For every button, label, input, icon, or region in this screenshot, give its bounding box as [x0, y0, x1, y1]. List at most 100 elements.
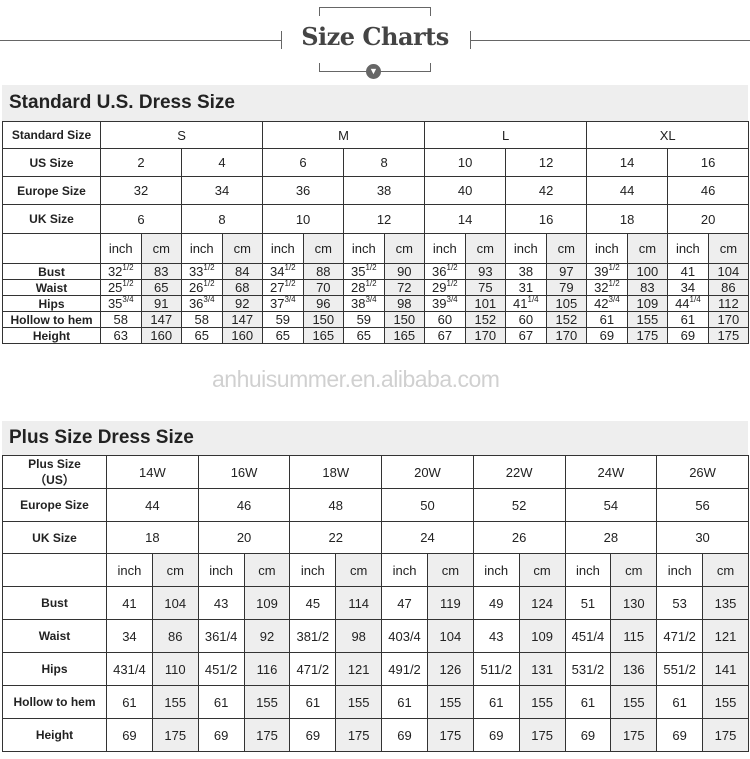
cm-value: 124: [518, 586, 566, 620]
size-value: 22: [289, 521, 383, 554]
cm-value: 110: [151, 652, 199, 686]
inch-value: 61: [564, 685, 612, 719]
size-value: 22W: [472, 455, 566, 489]
size-value: 50: [381, 488, 474, 522]
size-value: 18: [586, 204, 669, 234]
standard-size-heading: Standard U.S. Dress Size: [2, 85, 748, 121]
cm-value: 112: [707, 295, 750, 312]
inch-value: 60: [505, 311, 547, 328]
cm-value: 131: [518, 652, 566, 686]
size-value: L: [424, 121, 588, 149]
measurement-label: Waist: [2, 619, 107, 653]
cm-value: 136: [610, 652, 658, 686]
cm-value: 135: [702, 586, 749, 620]
inch-value: 43: [472, 619, 520, 653]
size-value: 24: [381, 521, 474, 554]
size-value: 6: [262, 148, 345, 177]
cm-value: 105: [545, 295, 588, 312]
inch-value: 67: [424, 327, 466, 344]
inch-value: 65: [262, 327, 304, 344]
row-label: US Size: [2, 148, 101, 177]
unit-label: inch: [667, 233, 709, 264]
measurement-row: Bust 321/2 83 331/2 84 341/2 88 351/2 90 361/2 93 3…: [2, 263, 750, 280]
size-value: 28: [564, 521, 658, 554]
inch-value: 61: [289, 685, 337, 719]
cm-value: 104: [151, 586, 199, 620]
size-value: 48: [289, 488, 383, 522]
row-label: Standard Size: [2, 121, 101, 149]
inch-value: 353/4: [100, 295, 142, 312]
cm-value: 121: [335, 652, 383, 686]
unit-label: cm: [626, 233, 669, 264]
inch-value: 373/4: [262, 295, 304, 312]
row-label: UK Size: [2, 521, 107, 554]
inch-value: 321/2: [586, 279, 628, 296]
size-value: XL: [586, 121, 750, 149]
watermark: anhuisummer.en.alibaba.com: [212, 366, 500, 392]
cm-value: 155: [243, 685, 291, 719]
size-value: 14: [586, 148, 669, 177]
cm-value: 175: [426, 718, 474, 752]
inch-value: 69: [564, 718, 612, 752]
cm-value: 152: [464, 311, 507, 328]
inch-value: 403/4: [381, 619, 428, 653]
cm-value: 170: [464, 327, 507, 344]
unit-row: inch cm inch cm inch cm inch cm inch cm inch cm inch…: [2, 553, 749, 587]
cm-value: 160: [140, 327, 182, 344]
unit-label: cm: [426, 553, 474, 587]
cm-value: 152: [545, 311, 588, 328]
cm-value: 121: [702, 619, 749, 653]
cm-value: 101: [464, 295, 507, 312]
cm-value: 165: [383, 327, 426, 344]
inch-value: 61: [472, 685, 520, 719]
inch-value: 67: [505, 327, 547, 344]
row-label: UK Size: [2, 204, 101, 234]
inch-value: 31: [505, 279, 547, 296]
cm-value: 70: [302, 279, 345, 296]
header-rule-left: [0, 40, 281, 41]
size-value: 46: [197, 488, 291, 522]
measurement-row: Height 69 175 69 175 69 175 69 175 69 175 69 175 69 17…: [2, 718, 749, 752]
empty-cell: [2, 553, 107, 587]
cm-value: 109: [626, 295, 669, 312]
cm-value: 175: [335, 718, 383, 752]
inch-value: 69: [197, 718, 245, 752]
inch-value: 65: [343, 327, 385, 344]
inch-value: 251/2: [100, 279, 142, 296]
size-value: 10: [424, 148, 507, 177]
size-value: 44: [106, 488, 199, 522]
inch-value: 61: [381, 685, 428, 719]
unit-label: cm: [151, 553, 199, 587]
cm-value: 155: [151, 685, 199, 719]
plus-size-table: Plus Size （US） 14W 16W 18W 20W 22W 24W 26W Europe…: [2, 455, 749, 752]
row-label: Europe Size: [2, 488, 107, 522]
header-tick-left: [281, 31, 282, 49]
inch-value: 291/2: [424, 279, 466, 296]
cm-value: 100: [626, 263, 669, 280]
unit-label: inch: [381, 553, 428, 587]
cm-value: 119: [426, 586, 474, 620]
measurement-row: Height 63 160 65 160 65 165 65 165 67 170 67 170 69 17…: [2, 327, 750, 344]
measurement-label: Bust: [2, 263, 101, 280]
inch-value: 41: [667, 263, 709, 280]
chevron-down-circle-icon: ▼: [366, 64, 381, 79]
plus-size-heading: Plus Size Dress Size: [2, 421, 748, 455]
inch-value: 261/2: [181, 279, 223, 296]
unit-label: cm: [335, 553, 383, 587]
inch-value: 271/2: [262, 279, 304, 296]
inch-value: 511/2: [472, 652, 520, 686]
cm-value: 155: [426, 685, 474, 719]
inch-value: 471/2: [289, 652, 337, 686]
inch-value: 59: [343, 311, 385, 328]
size-value: 20W: [381, 455, 474, 489]
size-value: M: [262, 121, 426, 149]
cm-value: 98: [335, 619, 383, 653]
inch-value: 391/2: [586, 263, 628, 280]
cm-value: 104: [707, 263, 750, 280]
measurement-row: Waist 34 86 361/4 92 381/2 98 403/4 104 43 109 451/…: [2, 619, 749, 653]
size-value: 26W: [656, 455, 749, 489]
inch-value: 53: [656, 586, 704, 620]
measurement-row: Bust 41 104 43 109 45 114 47 119 49 124 51 130 53 135: [2, 586, 749, 620]
size-value: 26: [472, 521, 566, 554]
inch-value: 69: [667, 327, 709, 344]
